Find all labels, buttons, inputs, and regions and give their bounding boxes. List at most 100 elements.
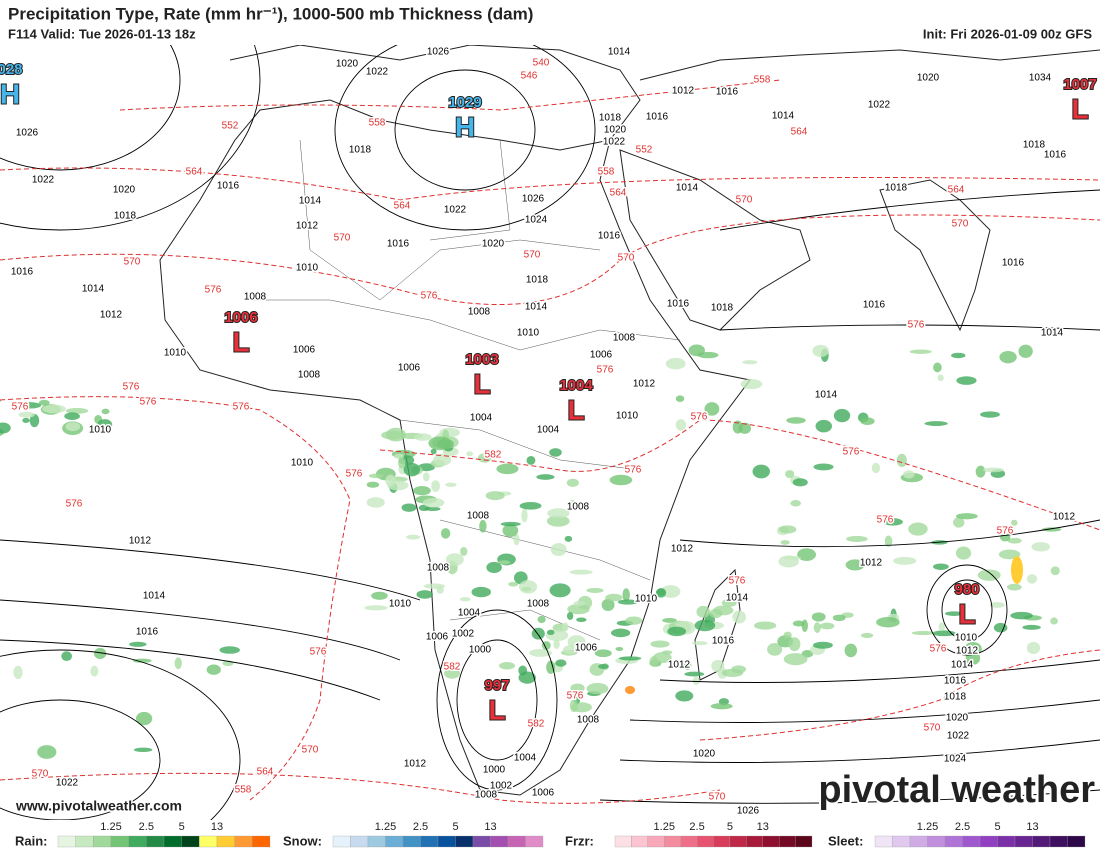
precip-cell (433, 453, 452, 466)
isobar-label: 1016 (1002, 258, 1025, 269)
isobar-label: 1016 (863, 300, 886, 311)
precip-cell (937, 374, 944, 382)
precip-cell (667, 626, 687, 637)
precip-cell (932, 630, 956, 637)
precip-cell (615, 646, 624, 651)
precip-cell (786, 417, 806, 424)
isobar-label: 1016 (712, 636, 735, 647)
isobar-label: 1016 (598, 231, 621, 242)
precip-cell (938, 622, 946, 632)
isobar-label: 1004 (537, 425, 560, 436)
legend-swatch (874, 835, 893, 848)
isobar-label: 1014 (608, 47, 631, 58)
thickness-label: 570 (334, 233, 351, 244)
precip-cell (460, 546, 468, 556)
isobar-label: 1010 (296, 263, 319, 274)
thickness-label: 576 (140, 397, 157, 408)
isobar-label: 1008 (467, 511, 490, 522)
precip-cell (742, 360, 758, 365)
isobar-label: 1012 (633, 379, 656, 390)
precip-cell (518, 665, 528, 676)
isobar-label: 1022 (603, 137, 626, 148)
precip-cell (64, 412, 80, 420)
legend-swatch (696, 835, 714, 848)
isobar-label: 1008 (475, 790, 498, 801)
precip-cell (521, 508, 528, 523)
legend-tick: 2.5 (689, 821, 704, 833)
legend-swatch (234, 835, 253, 848)
legend-swatch (437, 835, 456, 848)
isobar-label: 1000 (483, 765, 506, 776)
precip-cell (567, 604, 590, 615)
legend-swatch (332, 835, 351, 848)
thickness-label: 576 (310, 647, 327, 658)
isobar-label: 1010 (616, 411, 639, 422)
isobar-label: 1008 (567, 502, 590, 513)
legend-swatch (402, 835, 421, 848)
isobar-label: 1018 (599, 113, 622, 124)
isobar-label: 1012 (668, 660, 691, 671)
precip-cell (656, 587, 667, 598)
thickness-label: 576 (877, 515, 894, 526)
precip-cell (471, 586, 491, 598)
thickness-label: 576 (205, 285, 222, 296)
isobar-label: 1018 (885, 183, 908, 194)
precip-cell (422, 498, 445, 508)
precip-cell (675, 419, 687, 431)
precip-cell (675, 690, 694, 702)
isobar-label: 1022 (868, 100, 891, 111)
precip-cell (555, 659, 567, 667)
precip-cell (955, 513, 978, 520)
thickness-lines (0, 79, 1100, 804)
precip-cell (18, 411, 35, 418)
precip-cell (1041, 527, 1062, 532)
precip-cell (694, 619, 716, 632)
precip-cell (846, 535, 868, 542)
thickness-label: 570 (709, 792, 726, 803)
precip-cell (133, 747, 153, 752)
precip-cell (431, 480, 441, 492)
precip-cell (381, 430, 405, 440)
precip-cell (740, 379, 763, 390)
thickness-label: 558 (235, 785, 252, 796)
legend-swatch (713, 835, 731, 848)
precip-cell (953, 517, 965, 528)
precip-cell (0, 422, 11, 434)
thickness-label: 576 (123, 382, 140, 393)
legend-swatch (614, 835, 632, 848)
legend-swatch (93, 835, 112, 848)
isobar-label: 1014 (676, 183, 699, 194)
isobar-label: 1008 (613, 333, 636, 344)
precip-cell (549, 583, 571, 598)
legend-swatch (367, 835, 386, 848)
legend-swatch (472, 835, 491, 848)
precip-cell (546, 629, 555, 636)
precip-cell (683, 661, 692, 670)
thickness-label: 570 (618, 253, 635, 264)
precip-cell (662, 617, 677, 623)
isobar-label: 1008 (298, 370, 321, 381)
isobar-label: 1016 (136, 627, 159, 638)
isobar-label: 1018 (1023, 140, 1046, 151)
precip-cell (697, 351, 719, 359)
precip-cell (485, 491, 505, 501)
precip-cell (97, 419, 113, 431)
precip-cell (815, 419, 833, 433)
title: Precipitation Type, Rate (mm hr⁻¹), 1000… (8, 4, 533, 23)
precip-cell (479, 519, 487, 533)
isobar-label: 1000 (469, 645, 492, 656)
precip-cell (445, 553, 464, 566)
precip-cell (424, 506, 441, 512)
isobar-label: 1002 (490, 781, 513, 792)
legend-swatch (746, 835, 763, 848)
center-value: 1004 (559, 377, 593, 394)
legend-swatch (979, 835, 998, 848)
precip-cell (845, 559, 865, 571)
isobar-label: 1018 (526, 275, 549, 286)
isobar-label: 1016 (11, 267, 34, 278)
isobar-label: 1026 (737, 806, 760, 817)
thickness-label: 582 (485, 450, 502, 461)
thickness-label: 576 (930, 644, 947, 655)
isobar-label: 1008 (577, 715, 600, 726)
